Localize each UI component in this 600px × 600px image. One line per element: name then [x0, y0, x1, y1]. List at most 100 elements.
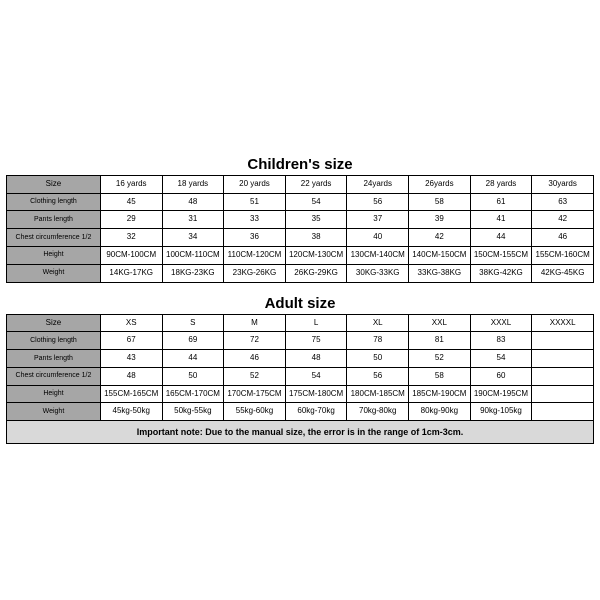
col-header: 20 yards — [224, 175, 286, 193]
table-row: Height 155CM-165CM165CM-170CM170CM-175CM… — [7, 385, 594, 403]
row-label: Size — [7, 314, 101, 332]
row-label: Weight — [7, 403, 101, 421]
col-header: 18 yards — [162, 175, 224, 193]
cell: 44 — [162, 350, 224, 368]
cell: 26KG-29KG — [285, 264, 347, 282]
page: Children's size Size 16 yards 18 yards 2… — [0, 0, 600, 600]
cell — [532, 332, 594, 350]
cell: 69 — [162, 332, 224, 350]
cell: 63 — [532, 193, 594, 211]
col-header: XS — [100, 314, 162, 332]
cell: 155CM-165CM — [100, 385, 162, 403]
row-label: Pants length — [7, 211, 101, 229]
cell: 61 — [470, 193, 532, 211]
row-label: Chest circumference 1/2 — [7, 229, 101, 247]
cell: 75 — [285, 332, 347, 350]
cell: 48 — [162, 193, 224, 211]
table-row: Chest circumference 1/2 3234363840424446 — [7, 229, 594, 247]
cell: 60 — [470, 367, 532, 385]
cell: 23KG-26KG — [224, 264, 286, 282]
adult-title: Adult size — [6, 295, 594, 312]
cell: 58 — [409, 367, 471, 385]
cell: 35 — [285, 211, 347, 229]
cell: 36 — [224, 229, 286, 247]
table-row: Pants length 2931333537394142 — [7, 211, 594, 229]
col-header: M — [224, 314, 286, 332]
adult-table: Size XS S M L XL XXL XXXL XXXXL Clothing… — [6, 314, 594, 422]
cell: 90CM-100CM — [100, 246, 162, 264]
cell: 110CM-120CM — [224, 246, 286, 264]
cell: 67 — [100, 332, 162, 350]
cell: 60kg-70kg — [285, 403, 347, 421]
row-label: Clothing length — [7, 332, 101, 350]
table-row: Chest circumference 1/2 48505254565860 — [7, 367, 594, 385]
cell: 50 — [162, 367, 224, 385]
cell: 41 — [470, 211, 532, 229]
cell: 48 — [100, 367, 162, 385]
col-header: S — [162, 314, 224, 332]
cell: 30KG-33KG — [347, 264, 409, 282]
col-header: 30yards — [532, 175, 594, 193]
cell: 120CM-130CM — [285, 246, 347, 264]
cell: 52 — [224, 367, 286, 385]
table-row: Clothing length 4548515456586163 — [7, 193, 594, 211]
cell: 165CM-170CM — [162, 385, 224, 403]
cell: 54 — [285, 193, 347, 211]
col-header: L — [285, 314, 347, 332]
cell — [532, 385, 594, 403]
cell: 56 — [347, 193, 409, 211]
col-header: XXXL — [470, 314, 532, 332]
cell: 42 — [532, 211, 594, 229]
row-label: Pants length — [7, 350, 101, 368]
adult-header-row: Size XS S M L XL XXL XXXL XXXXL — [7, 314, 594, 332]
col-header: 22 yards — [285, 175, 347, 193]
cell: 150CM-155CM — [470, 246, 532, 264]
cell — [532, 350, 594, 368]
cell: 140CM-150CM — [409, 246, 471, 264]
cell: 45kg-50kg — [100, 403, 162, 421]
cell: 100CM-110CM — [162, 246, 224, 264]
col-header: 16 yards — [100, 175, 162, 193]
children-title: Children's size — [6, 156, 594, 173]
cell: 58 — [409, 193, 471, 211]
cell: 70kg-80kg — [347, 403, 409, 421]
row-label: Size — [7, 175, 101, 193]
cell: 38KG-42KG — [470, 264, 532, 282]
cell: 46 — [532, 229, 594, 247]
cell: 54 — [285, 367, 347, 385]
cell: 46 — [224, 350, 286, 368]
cell — [532, 403, 594, 421]
row-label: Height — [7, 246, 101, 264]
cell: 42 — [409, 229, 471, 247]
col-header: 24yards — [347, 175, 409, 193]
row-label: Clothing length — [7, 193, 101, 211]
children-header-row: Size 16 yards 18 yards 20 yards 22 yards… — [7, 175, 594, 193]
cell: 78 — [347, 332, 409, 350]
table-row: Height 90CM-100CM100CM-110CM110CM-120CM1… — [7, 246, 594, 264]
cell: 52 — [409, 350, 471, 368]
col-header: 28 yards — [470, 175, 532, 193]
row-label: Chest circumference 1/2 — [7, 367, 101, 385]
cell: 38 — [285, 229, 347, 247]
cell: 40 — [347, 229, 409, 247]
cell: 43 — [100, 350, 162, 368]
cell: 29 — [100, 211, 162, 229]
cell: 83 — [470, 332, 532, 350]
cell: 180CM-185CM — [347, 385, 409, 403]
cell: 33 — [224, 211, 286, 229]
cell: 81 — [409, 332, 471, 350]
cell: 55kg-60kg — [224, 403, 286, 421]
cell: 130CM-140CM — [347, 246, 409, 264]
cell: 155CM-160CM — [532, 246, 594, 264]
row-label: Weight — [7, 264, 101, 282]
children-size-block: Children's size Size 16 yards 18 yards 2… — [6, 156, 594, 283]
cell: 190CM-195CM — [470, 385, 532, 403]
cell: 37 — [347, 211, 409, 229]
cell: 34 — [162, 229, 224, 247]
col-header: 26yards — [409, 175, 471, 193]
table-row: Pants length 43444648505254 — [7, 350, 594, 368]
cell: 175CM-180CM — [285, 385, 347, 403]
table-row: Weight 14KG-17KG18KG-23KG23KG-26KG26KG-2… — [7, 264, 594, 282]
cell: 32 — [100, 229, 162, 247]
table-row: Clothing length 67697275788183 — [7, 332, 594, 350]
